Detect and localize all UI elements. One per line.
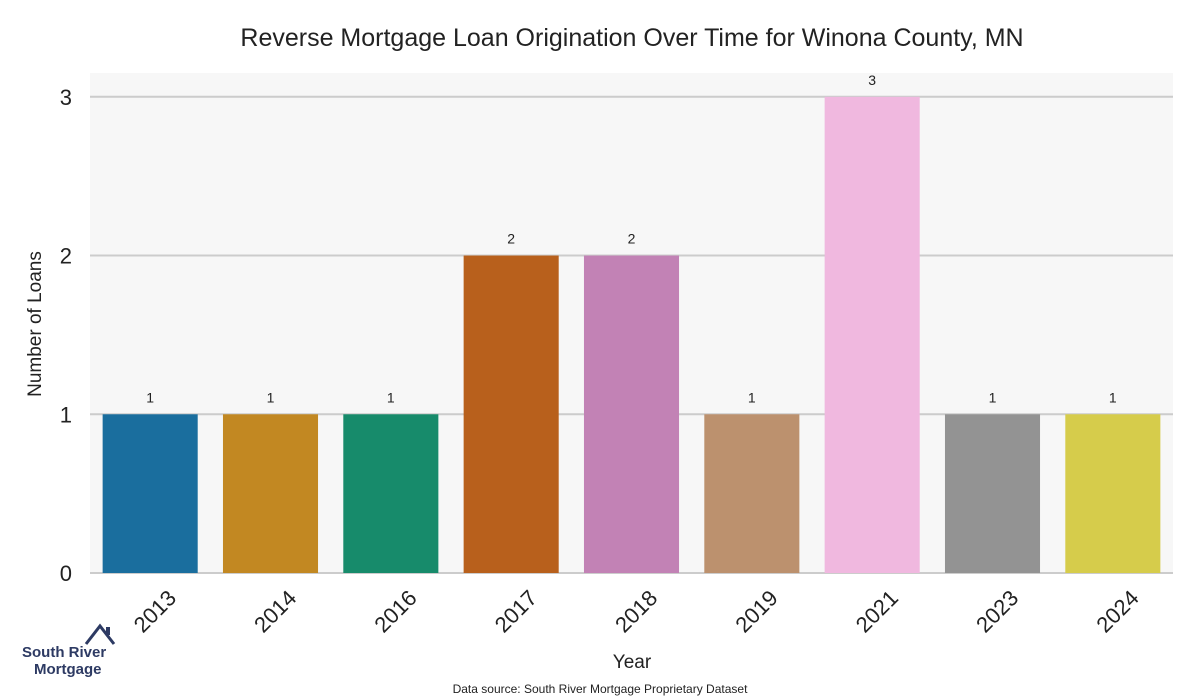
x-tick-labels: 2013 2014 2016 2017 2018 2019 2021 2023 2024 [129,585,1144,637]
bar-2017 [463,255,559,574]
y-tick-label: 3 [60,85,72,110]
south-river-mortgage-logo: South River Mortgage [22,622,122,682]
data-label-2013: 1 [146,389,154,405]
chart-title: Reverse Mortgage Loan Origination Over T… [240,24,1023,52]
data-label-2016: 1 [387,389,395,405]
data-label-2017: 2 [507,231,515,247]
x-tick-label-2018: 2018 [610,585,662,637]
y-tick-label: 0 [60,561,72,586]
bar-2016 [343,414,439,573]
bar-2023 [944,414,1041,573]
logo-text-line2: Mortgage [34,661,102,678]
data-label-2024: 1 [1109,389,1117,405]
bar-2021 [824,96,920,574]
x-tick-label-2013: 2013 [129,585,181,637]
y-axis-label: Number of Loans [25,251,46,397]
data-labels: 1 1 1 2 2 1 3 1 1 [146,72,1117,405]
x-tick-label-2019: 2019 [730,585,782,637]
logo-text-line1: South River [22,644,107,661]
data-label-2018: 2 [628,231,636,247]
bar-2018 [583,255,680,574]
x-tick-label-2017: 2017 [490,585,542,637]
data-label-2023: 1 [989,389,997,405]
y-tick-labels: 0 1 2 3 [60,85,72,586]
data-label-2019: 1 [748,389,756,405]
bar-2014 [222,414,319,573]
x-tick-label-2024: 2024 [1091,585,1143,637]
x-tick-label-2014: 2014 [249,585,301,637]
bar-2019 [704,414,800,573]
x-tick-label-2023: 2023 [971,585,1023,637]
data-label-2021: 3 [868,72,876,88]
x-tick-label-2016: 2016 [369,585,421,637]
data-label-2014: 1 [267,389,275,405]
x-tick-label-2021: 2021 [851,585,903,637]
bars [102,96,1161,574]
source-note: Data source: South River Mortgage Propri… [453,682,748,696]
bar-2024 [1065,414,1161,573]
bar-2013 [102,414,198,573]
house-roof-icon [84,623,116,645]
y-tick-label: 2 [60,244,72,269]
x-axis-label: Year [613,652,652,673]
y-tick-label: 1 [60,402,72,427]
